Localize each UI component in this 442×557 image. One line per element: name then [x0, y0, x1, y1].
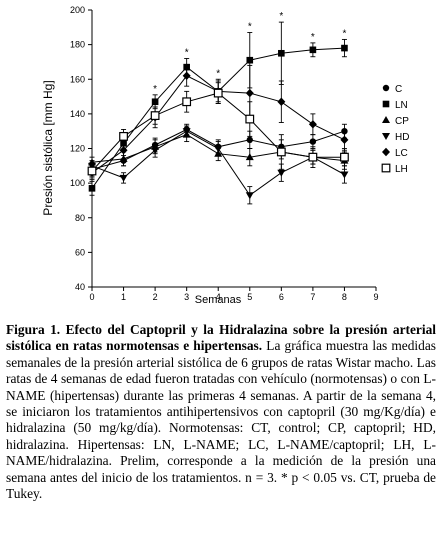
- legend-label: LN: [395, 100, 408, 111]
- marker-diamond: [277, 97, 286, 106]
- y-tick-label: 200: [70, 5, 85, 15]
- y-tick-label: 40: [75, 282, 85, 292]
- legend-label: CP: [395, 116, 409, 127]
- marker-triangle-down: [214, 145, 223, 153]
- series-ln: [88, 21, 348, 196]
- significance-asterisk: *: [311, 32, 315, 43]
- y-tick-label: 80: [75, 213, 85, 223]
- x-tick-label: 4: [216, 292, 221, 302]
- marker-open-square: [119, 131, 128, 141]
- significance-asterisk: *: [216, 68, 220, 79]
- marker-triangle-down: [151, 147, 160, 155]
- y-axis-label: Presión sistólica [mm Hg]: [41, 80, 55, 215]
- marker-open-square: [150, 111, 160, 121]
- marker-diamond: [382, 147, 390, 157]
- x-tick-label: 3: [184, 292, 189, 302]
- marker-triangle-up: [245, 153, 254, 161]
- marker-open-square: [245, 114, 255, 124]
- x-tick-label: 1: [121, 292, 126, 302]
- x-tick-label: 5: [247, 292, 252, 302]
- marker-diamond: [245, 88, 254, 98]
- legend-item-lh: LH: [381, 163, 408, 175]
- legend-label: LC: [395, 148, 408, 159]
- legend-label: HD: [395, 132, 409, 143]
- legend-label: C: [395, 84, 402, 95]
- significance-asterisk: *: [185, 47, 189, 58]
- significance-asterisk: *: [279, 11, 283, 22]
- x-axis-label: Semanas: [195, 294, 242, 306]
- y-tick-label: 180: [70, 40, 85, 50]
- series-layer: * * * * * * *: [87, 11, 349, 205]
- legend-item-cp: CP: [382, 116, 409, 127]
- figure-caption: Figura 1. Efecto del Captopril y la Hidr…: [6, 322, 436, 502]
- marker-open-square: [381, 163, 391, 173]
- caption-title: Figura 1. Efecto del Captopril y la Hidr…: [6, 322, 436, 354]
- legend-item-c: C: [382, 84, 402, 95]
- y-tick-label: 100: [70, 178, 85, 188]
- marker-triangle-down: [245, 192, 254, 200]
- marker-triangle-down: [382, 133, 390, 140]
- marker-circle: [246, 136, 253, 144]
- marker-square: [309, 46, 317, 54]
- marker-open-square: [276, 147, 286, 157]
- marker-triangle-down: [182, 128, 191, 136]
- marker-diamond: [182, 71, 191, 80]
- axes: 40 60 80 100 120 140 160 180 200 0 1 2 3 4 5 6 7 8 9: [70, 5, 379, 302]
- x-tick-label: 2: [153, 292, 158, 302]
- marker-circle: [309, 138, 317, 145]
- y-tick-label: 160: [70, 74, 85, 84]
- y-tick-label: 60: [75, 247, 85, 257]
- marker-triangle-down: [277, 169, 286, 177]
- x-tick-label: 6: [279, 292, 284, 302]
- marker-circle: [382, 84, 390, 92]
- marker-triangle-up: [382, 116, 390, 123]
- marker-square: [278, 49, 285, 57]
- marker-square: [88, 185, 96, 192]
- marker-diamond: [119, 146, 128, 155]
- marker-open-square: [340, 152, 349, 162]
- x-tick-label: 9: [373, 292, 378, 302]
- significance-asterisk: *: [248, 22, 252, 33]
- caption-body: La gráfica muestra las medidas semanales…: [6, 338, 436, 502]
- legend-item-ln: LN: [382, 100, 408, 111]
- significance-asterisk: *: [342, 28, 346, 39]
- marker-open-square: [182, 97, 192, 107]
- x-tick-label: 7: [310, 292, 315, 302]
- marker-open-square: [308, 152, 318, 162]
- marker-diamond: [308, 120, 317, 129]
- marker-square: [246, 56, 254, 64]
- legend: C LN CP HD LC LH: [381, 84, 409, 175]
- marker-open-square: [213, 88, 223, 98]
- legend-label: LH: [395, 164, 408, 175]
- marker-square: [151, 98, 159, 106]
- y-tick-label: 120: [70, 144, 85, 154]
- legend-item-lc: LC: [382, 147, 408, 159]
- marker-square: [382, 100, 390, 108]
- significance-asterisk: *: [153, 84, 157, 95]
- series-lh: [87, 82, 349, 179]
- marker-square: [341, 44, 348, 52]
- marker-diamond: [340, 135, 349, 145]
- marker-triangle-down: [119, 174, 128, 182]
- y-tick-label: 140: [70, 109, 85, 119]
- marker-triangle-down: [340, 171, 349, 179]
- marker-open-square: [87, 166, 97, 176]
- x-tick-label: 8: [342, 292, 347, 302]
- x-tick-label: 0: [89, 292, 94, 302]
- legend-item-hd: HD: [382, 132, 409, 143]
